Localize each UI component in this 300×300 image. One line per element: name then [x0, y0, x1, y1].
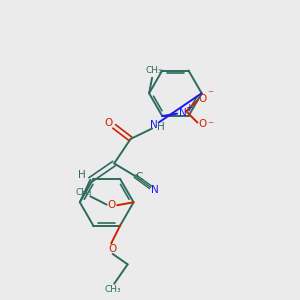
Text: ⁻: ⁻ [207, 119, 213, 132]
Text: ⁻: ⁻ [207, 88, 213, 102]
Text: O: O [199, 94, 207, 104]
Text: CH₃: CH₃ [76, 188, 93, 197]
Text: H: H [157, 122, 165, 132]
Text: N: N [179, 108, 186, 118]
Text: N: N [150, 120, 158, 130]
Text: CH₃: CH₃ [105, 285, 122, 294]
Text: N: N [151, 185, 159, 195]
Text: O: O [199, 119, 207, 129]
Text: C: C [136, 172, 143, 182]
Text: O: O [109, 244, 117, 254]
Text: O: O [105, 118, 113, 128]
Text: H: H [78, 170, 86, 180]
Text: +: + [185, 103, 193, 112]
Text: O: O [108, 200, 116, 210]
Text: CH₃: CH₃ [145, 66, 162, 75]
